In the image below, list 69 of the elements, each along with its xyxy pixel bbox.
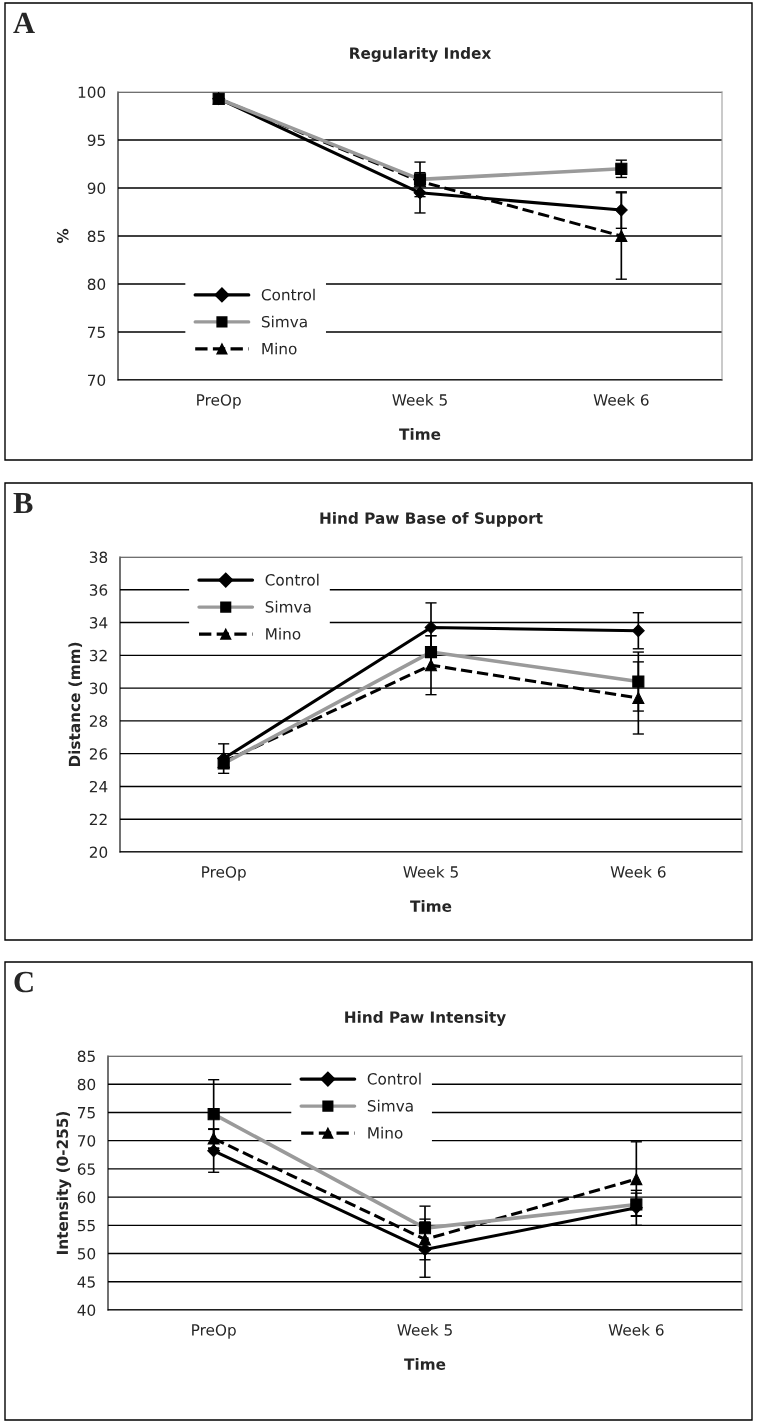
- legend-label: Mino: [368, 1126, 403, 1139]
- y-tick-label: 50: [77, 1248, 96, 1260]
- x-tick-label: Week 6: [608, 1323, 664, 1336]
- x-tick-label: Week 6: [610, 865, 666, 878]
- y-tick-label: 85: [87, 230, 105, 243]
- y-tick-label: 75: [78, 1107, 95, 1119]
- y-tick-label: 20: [89, 846, 108, 859]
- y-tick-label: 100: [78, 86, 106, 99]
- x-tick-label: PreOp: [192, 1324, 236, 1339]
- legend-label: Simva: [261, 315, 307, 328]
- y-axis-title: %: [56, 228, 69, 244]
- y-tick-label: 65: [77, 1163, 95, 1175]
- point: [424, 659, 438, 672]
- x-tick-label: Week 5: [397, 1323, 452, 1336]
- x-tick-label: Week 5: [403, 865, 458, 878]
- y-tick-label: 70: [78, 1135, 96, 1147]
- y-tick-label: 22: [89, 813, 107, 826]
- chart-title: Hind Paw Base of Support: [320, 512, 543, 527]
- y-tick-label: 36: [89, 584, 108, 596]
- y-tick-label: 55: [77, 1220, 95, 1232]
- y-tick-label: 45: [77, 1276, 95, 1288]
- text: B: [13, 492, 33, 514]
- text: C: [14, 971, 33, 993]
- y-tick-label: 60: [77, 1191, 96, 1204]
- y-tick-label: 26: [89, 748, 108, 760]
- legend-label: Control: [261, 288, 315, 301]
- point: [615, 229, 628, 243]
- y-tick-label: 80: [77, 1078, 96, 1091]
- x-axis-title: Time: [404, 1358, 446, 1370]
- y-tick-label: 85: [77, 1050, 95, 1063]
- point: [418, 1243, 432, 1257]
- chart-title: Hind Paw Intensity: [345, 1011, 506, 1026]
- y-axis-title: Intensity (0-255): [56, 1111, 72, 1255]
- point: [413, 186, 427, 200]
- y-tick-label: 34: [89, 617, 108, 629]
- point: [424, 621, 438, 634]
- y-tick-label: 95: [87, 134, 105, 147]
- point: [614, 203, 628, 217]
- point: [207, 1132, 220, 1145]
- point: [632, 691, 645, 705]
- legend-label: Control: [367, 1072, 421, 1085]
- chart-title: Regularity Index: [350, 47, 492, 62]
- y-tick-label: 38: [89, 551, 108, 564]
- y-axis-title: Distance (mm): [68, 642, 83, 767]
- x-axis-title: Time: [410, 900, 452, 912]
- point: [418, 1233, 432, 1246]
- y-tick-label: 90: [87, 182, 106, 195]
- y-tick-label: 75: [88, 326, 105, 339]
- legend-label: Mino: [266, 627, 301, 640]
- x-tick-label: PreOp: [197, 394, 241, 409]
- y-tick-label: 28: [89, 715, 108, 727]
- y-tick-label: 80: [87, 278, 106, 291]
- point: [630, 1172, 643, 1186]
- x-tick-label: PreOp: [202, 866, 246, 881]
- legend-label: Mino: [262, 342, 297, 355]
- point: [207, 1144, 221, 1158]
- legend-label: Control: [265, 573, 319, 586]
- x-tick-label: Week 5: [392, 393, 447, 406]
- text: A: [13, 12, 35, 33]
- legend-label: Simva: [367, 1099, 413, 1112]
- y-tick-label: 40: [77, 1304, 96, 1317]
- x-axis-title: Time: [399, 428, 441, 440]
- y-tick-label: 70: [88, 374, 106, 387]
- y-tick-label: 32: [89, 649, 107, 662]
- y-tick-label: 24: [89, 780, 108, 793]
- y-tick-label: 30: [89, 682, 108, 695]
- legend-label: Simva: [265, 600, 311, 613]
- x-tick-label: Week 6: [593, 393, 649, 406]
- point: [631, 624, 645, 638]
